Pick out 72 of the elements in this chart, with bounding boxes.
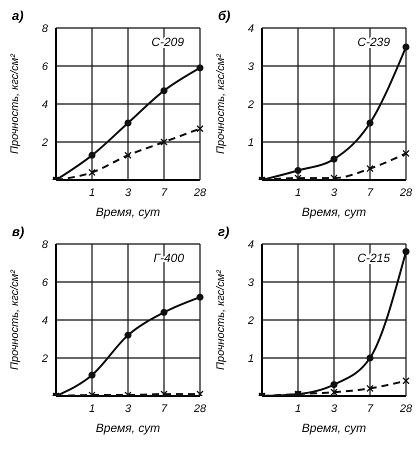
y-tick-label: 2 [246,98,254,111]
y-tick-label: 4 [42,98,48,111]
x-tick-label: 28 [398,186,413,199]
y-axis-title: Прочность, кгс/см² [214,54,227,154]
y-tick-label: 2 [246,314,254,327]
x-tick-label: 1 [88,186,96,199]
point [294,174,302,180]
y-tick-label: 6 [42,60,49,73]
x-tick-label: 1 [88,402,96,415]
y-tick-label: 4 [248,22,254,35]
point [88,372,96,379]
point [402,248,410,256]
x-tick-label: 1 [294,402,302,415]
x-tick-label: 3 [330,186,338,199]
y-tick-label: 2 [40,352,48,365]
x-tick-label: 3 [124,186,132,199]
x-axis-title: Время, сут [302,205,366,219]
point [88,152,96,159]
point [402,377,410,384]
point [330,156,338,163]
x-tick-label: 3 [330,402,338,415]
x-axis-title: Время, сут [302,421,366,435]
point [196,125,204,132]
x-tick-label: 3 [124,402,132,415]
x-tick-label: 28 [192,186,207,199]
point [160,308,168,316]
x-axis-title: Время, сут [96,205,160,219]
chart-title: а) [12,8,24,23]
point [366,354,374,362]
y-tick-label: 2 [40,136,48,149]
point [196,294,204,301]
point [366,384,374,392]
point [160,138,168,146]
point [88,168,96,176]
point [294,167,302,174]
y-tick-label: 3 [248,60,255,73]
y-tick-label: 4 [248,238,254,251]
y-tick-label: 1 [248,136,254,149]
x-tick-label: 7 [366,402,374,415]
x-tick-label: 7 [366,186,374,199]
x-tick-label: 28 [192,402,207,415]
point [366,120,374,126]
point [196,390,204,396]
y-tick-label: 8 [42,238,49,251]
x-tick-label: 7 [160,402,168,415]
point [124,152,132,159]
chart-title: б) [218,8,230,23]
x-tick-label: 7 [160,186,168,199]
x-tick-label: 1 [294,186,302,199]
point [160,390,168,396]
y-tick-label: 1 [248,352,254,365]
chart-title: в) [12,224,24,239]
point [330,174,338,180]
point [124,332,132,339]
y-tick-label: 3 [248,276,255,289]
point [402,150,410,158]
y-axis-title: Прочность, кгс/см² [214,270,227,370]
point [160,87,168,94]
y-axis-title: Прочность, кгс/см² [8,270,21,370]
x-axis-title: Время, сут [96,421,160,435]
y-tick-label: 8 [42,22,49,35]
y-axis-title: Прочность, кгс/см² [8,54,21,154]
point [330,388,338,396]
point [330,381,338,388]
x-tick-label: 28 [398,402,413,415]
y-tick-label: 6 [42,276,49,289]
chart-title: г) [218,224,230,239]
point [366,164,374,172]
point [124,120,132,126]
point [402,44,410,50]
y-tick-label: 4 [42,314,48,327]
point [196,64,204,72]
